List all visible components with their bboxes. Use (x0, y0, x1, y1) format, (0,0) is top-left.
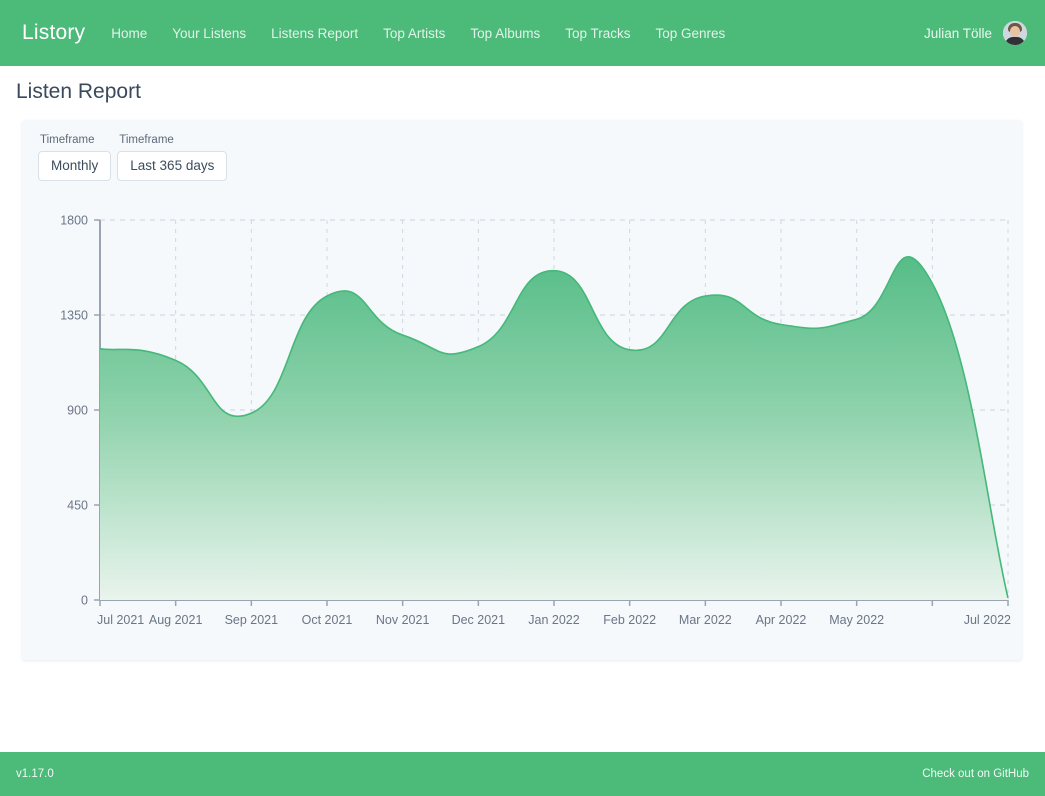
svg-text:Jan 2022: Jan 2022 (528, 613, 579, 627)
svg-text:Jul 2022: Jul 2022 (964, 613, 1011, 627)
nav-item-top-albums[interactable]: Top Albums (470, 25, 541, 41)
chart-y-tick-labels: 0 450 900 1350 1800 (60, 214, 88, 608)
nav-item-top-artists[interactable]: Top Artists (383, 25, 446, 41)
app-version-label: v1.17.0 (16, 768, 54, 780)
top-navbar: Listory Home Your Listens Listens Report… (0, 0, 1045, 66)
svg-text:May 2022: May 2022 (829, 613, 884, 627)
timeframe-range-group: Timeframe Last 365 days (117, 134, 228, 181)
chart-controls: Timeframe Monthly Timeframe Last 365 day… (38, 134, 228, 181)
svg-text:Apr 2022: Apr 2022 (756, 613, 807, 627)
nav-item-top-genres[interactable]: Top Genres (655, 25, 726, 41)
timeframe-range-label: Timeframe (119, 134, 174, 146)
svg-text:0: 0 (81, 594, 88, 608)
nav-item-home[interactable]: Home (111, 25, 148, 41)
page-title: Listen Report (16, 80, 141, 103)
user-name-label: Julian Tölle (923, 25, 992, 41)
svg-text:1800: 1800 (60, 214, 88, 228)
svg-text:Mar 2022: Mar 2022 (679, 613, 732, 627)
nav-item-listens-report[interactable]: Listens Report (271, 25, 359, 41)
chart-x-axis (99, 599, 1009, 606)
listens-area-chart[interactable]: 0 450 900 1350 1800 Jul 2021 Aug 2021 Sep 2021… (22, 212, 1022, 660)
timeframe-granularity-group: Timeframe Monthly (38, 134, 112, 181)
chart-y-axis (94, 219, 101, 601)
footer-bar: v1.17.0 Check out on GitHub (0, 752, 1045, 796)
svg-text:Oct 2021: Oct 2021 (302, 613, 353, 627)
chart-series-area (99, 256, 1009, 600)
nav-item-your-listens[interactable]: Your Listens (172, 25, 247, 41)
timeframe-granularity-label: Timeframe (40, 134, 95, 146)
svg-text:1350: 1350 (60, 309, 88, 323)
nav-links: Home Your Listens Listens Report Top Art… (111, 26, 924, 41)
chart-x-tick-labels: Jul 2021 Aug 2021 Sep 2021 Oct 2021 Nov 2021… (97, 613, 1011, 627)
report-card: Timeframe Monthly Timeframe Last 365 day… (22, 120, 1022, 660)
svg-text:900: 900 (67, 404, 88, 418)
user-menu[interactable]: Julian Tölle (924, 21, 1027, 45)
svg-text:Nov 2021: Nov 2021 (376, 613, 430, 627)
svg-text:Jul 2021: Jul 2021 (97, 613, 144, 627)
svg-text:450: 450 (67, 499, 88, 513)
nav-item-top-tracks[interactable]: Top Tracks (565, 25, 631, 41)
svg-text:Dec 2021: Dec 2021 (452, 613, 506, 627)
chart-svg: 0 450 900 1350 1800 Jul 2021 Aug 2021 Sep 2021… (60, 214, 1011, 628)
timeframe-range-select[interactable]: Last 365 days (117, 151, 228, 181)
github-link[interactable]: Check out on GitHub (922, 768, 1029, 780)
svg-text:Feb 2022: Feb 2022 (603, 613, 656, 627)
user-avatar-photo-icon[interactable] (1003, 21, 1027, 45)
brand-logo[interactable]: Listory (22, 21, 86, 44)
svg-text:Aug 2021: Aug 2021 (149, 613, 203, 627)
timeframe-granularity-select[interactable]: Monthly (38, 151, 112, 181)
svg-text:Sep 2021: Sep 2021 (225, 613, 279, 627)
